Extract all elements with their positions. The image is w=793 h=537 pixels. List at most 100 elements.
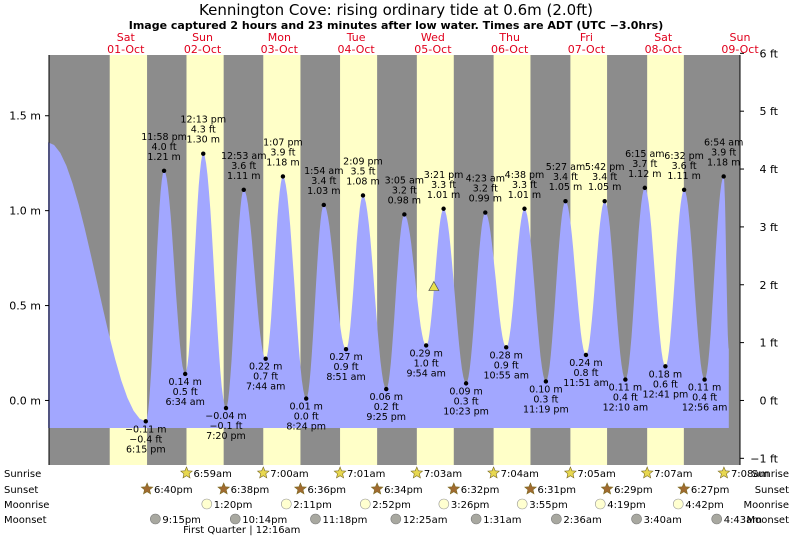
tide-label: 0.6 ft bbox=[653, 379, 678, 390]
moonrise-icon bbox=[201, 498, 213, 510]
sunrise-icon bbox=[410, 466, 424, 479]
tide-label: 3.5 ft bbox=[350, 166, 375, 177]
tide-label: 1.11 m bbox=[227, 171, 260, 182]
tide-label: 3.2 ft bbox=[392, 185, 417, 196]
tide-label: 0.10 m bbox=[529, 384, 562, 395]
tide-label: 1.05 m bbox=[588, 182, 621, 193]
moonset-icon bbox=[631, 513, 642, 525]
sunset-icon bbox=[447, 482, 461, 495]
sunset-time: 6:27pm bbox=[691, 485, 730, 496]
tide-label: 0.9 ft bbox=[334, 362, 359, 373]
tide-label: 6:15 am bbox=[625, 149, 664, 160]
tide-label: 10:23 pm bbox=[443, 406, 489, 417]
tide-label: 1.21 m bbox=[147, 152, 180, 163]
day-name-label: Tue bbox=[346, 31, 366, 44]
low-tide-point bbox=[663, 364, 668, 369]
tide-label: 3.4 ft bbox=[553, 172, 578, 183]
tide-label: 1:54 am bbox=[304, 166, 343, 177]
tide-label: −0.4 ft bbox=[129, 434, 162, 445]
left-tick-label: 1.5 m bbox=[9, 110, 41, 123]
row-label-right: Moonrise bbox=[744, 500, 789, 511]
moon-phase-label: First Quarter | 12:16am bbox=[183, 525, 300, 536]
tide-label: 0.22 m bbox=[249, 362, 282, 373]
tide-series bbox=[48, 142, 729, 429]
moonrise-icon bbox=[516, 498, 528, 510]
tide-label: 9:25 pm bbox=[366, 412, 406, 423]
tide-label: 0.11 m bbox=[688, 383, 721, 394]
sunset-time: 6:32pm bbox=[461, 485, 500, 496]
tide-label: 0.01 m bbox=[289, 402, 322, 413]
tide-label: 1.30 m bbox=[187, 135, 220, 146]
tide-label: 7:44 am bbox=[246, 382, 285, 393]
tide-label: 0.27 m bbox=[329, 352, 362, 363]
day-name-label: Sat bbox=[654, 31, 673, 44]
tide-label: 0.5 ft bbox=[173, 387, 198, 398]
tide-label: 6:34 am bbox=[165, 397, 204, 408]
tide-label: 0.28 m bbox=[489, 350, 522, 361]
day-date-label: 04-Oct bbox=[337, 43, 375, 56]
moonset-time: 9:15pm bbox=[162, 515, 201, 526]
low-tide-point bbox=[423, 343, 429, 348]
row-label-left: Moonset bbox=[4, 515, 47, 526]
day-name-label: Thu bbox=[498, 31, 520, 44]
right-tick-label: −1 ft bbox=[750, 452, 778, 465]
tide-label: 10:55 am bbox=[483, 370, 528, 381]
right-tick-label: 5 ft bbox=[760, 105, 779, 118]
high-tide-point bbox=[321, 202, 327, 208]
tide-label: 3:05 am bbox=[385, 175, 424, 186]
moonset-time: 3:40am bbox=[644, 515, 682, 526]
sunrise-time: 7:00am bbox=[270, 469, 308, 480]
high-tide-point bbox=[522, 206, 527, 211]
sunrise-time: 7:08am bbox=[731, 469, 769, 480]
tide-label: 0.0 ft bbox=[294, 412, 319, 423]
moonrise-time: 1:20pm bbox=[214, 500, 253, 511]
sunset-icon bbox=[293, 482, 307, 495]
sunset-time: 6:31pm bbox=[537, 485, 576, 496]
high-tide-point bbox=[602, 198, 607, 204]
moonrise-time: 3:26pm bbox=[451, 500, 490, 511]
left-tick-label: 0.5 m bbox=[9, 300, 41, 313]
right-tick-label: 3 ft bbox=[760, 221, 779, 234]
tide-label: 4:38 pm bbox=[505, 170, 545, 181]
moonset-icon bbox=[150, 513, 161, 525]
tide-label: 0.9 ft bbox=[494, 360, 519, 371]
tide-label: 9:54 am bbox=[406, 368, 445, 379]
day-date-label: 08-Oct bbox=[645, 43, 683, 56]
sunrise-icon bbox=[256, 466, 270, 479]
sunrise-icon bbox=[717, 466, 731, 479]
axes: 0.0 m 0.5 m 1.0 m 1.5 m −1 ft 0 ft 1 ft 2 ft 3 f… bbox=[9, 47, 778, 465]
sunrise-icon bbox=[563, 466, 577, 479]
sunset-time: 6:29pm bbox=[614, 485, 653, 496]
row-label-right: Sunrise bbox=[752, 469, 789, 480]
sunrise-time: 7:07am bbox=[654, 469, 692, 480]
sunset-icon bbox=[600, 482, 614, 495]
high-tide-point bbox=[161, 168, 167, 173]
sunset-time: 6:34pm bbox=[384, 485, 423, 496]
sunset-icon bbox=[677, 482, 691, 495]
tide-label: 0.99 m bbox=[469, 194, 502, 205]
tide-label: 12:56 am bbox=[682, 403, 727, 414]
moonset-icon bbox=[551, 513, 562, 525]
day-date-label: 03-Oct bbox=[261, 43, 299, 56]
high-tide-point bbox=[241, 187, 246, 192]
tide-label: 0.2 ft bbox=[374, 402, 399, 413]
low-tide-point bbox=[583, 352, 589, 358]
tide-label: 0.3 ft bbox=[533, 394, 558, 405]
day-date-label: 06-Oct bbox=[491, 43, 529, 56]
tide-label: 1.12 m bbox=[628, 169, 661, 180]
tide-label: 12:53 am bbox=[221, 151, 266, 162]
tide-label: 3.9 ft bbox=[270, 147, 295, 158]
high-tide-point bbox=[483, 210, 488, 215]
low-tide-point bbox=[543, 379, 549, 384]
row-label-left: Sunset bbox=[4, 485, 38, 496]
moonset-icon bbox=[470, 513, 482, 525]
tide-label: 5:27 am bbox=[546, 162, 585, 173]
tide-label: 4.3 ft bbox=[191, 125, 216, 136]
row-label-right: Sunset bbox=[755, 485, 789, 496]
moonset-time: 12:25am bbox=[403, 515, 448, 526]
tide-label: 3.4 ft bbox=[592, 172, 617, 183]
sunrise-icon bbox=[180, 466, 193, 479]
high-tide-point bbox=[360, 193, 366, 198]
high-tide-point bbox=[201, 151, 206, 156]
